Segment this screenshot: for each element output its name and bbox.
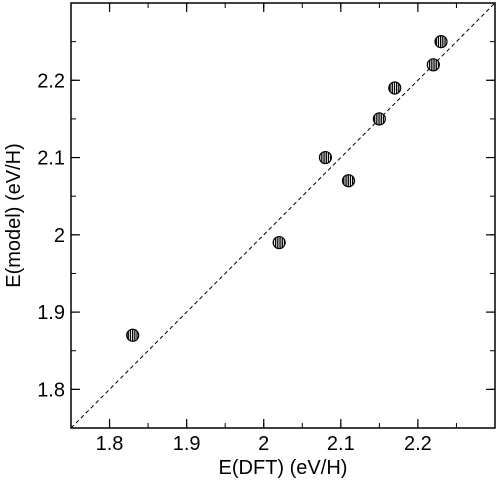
x-tick-label: 2.2 — [404, 433, 432, 455]
x-tick-label: 2.1 — [327, 433, 355, 455]
data-point — [388, 81, 402, 95]
y-tick-label: 2 — [54, 225, 65, 247]
x-tick-label: 2 — [258, 433, 269, 455]
data-point — [372, 112, 386, 126]
x-tick-label: 1.9 — [173, 433, 201, 455]
y-axis-label: E(model) (eV/H) — [3, 143, 25, 287]
x-tick-label: 1.8 — [96, 433, 124, 455]
y-tick-label: 2.2 — [37, 70, 65, 92]
y-tick-label: 2.1 — [37, 148, 65, 170]
plot-frame — [70, 2, 496, 429]
data-point — [126, 328, 140, 342]
data-points — [126, 35, 448, 342]
reference-line — [70, 2, 496, 429]
data-point — [272, 235, 286, 250]
data-point — [434, 35, 448, 49]
y-axis-ticks: 1.8 1.9 2 2.1 2.2 — [37, 2, 495, 429]
x-axis-label: E(DFT) (eV/H) — [219, 457, 348, 479]
y-tick-label: 1.9 — [37, 302, 65, 324]
data-point — [426, 58, 440, 72]
data-point — [318, 150, 332, 165]
x-axis-ticks: 1.8 1.9 2 2.1 2.2 — [70, 3, 496, 455]
y-tick-label: 1.8 — [37, 379, 65, 401]
data-point — [341, 174, 356, 188]
